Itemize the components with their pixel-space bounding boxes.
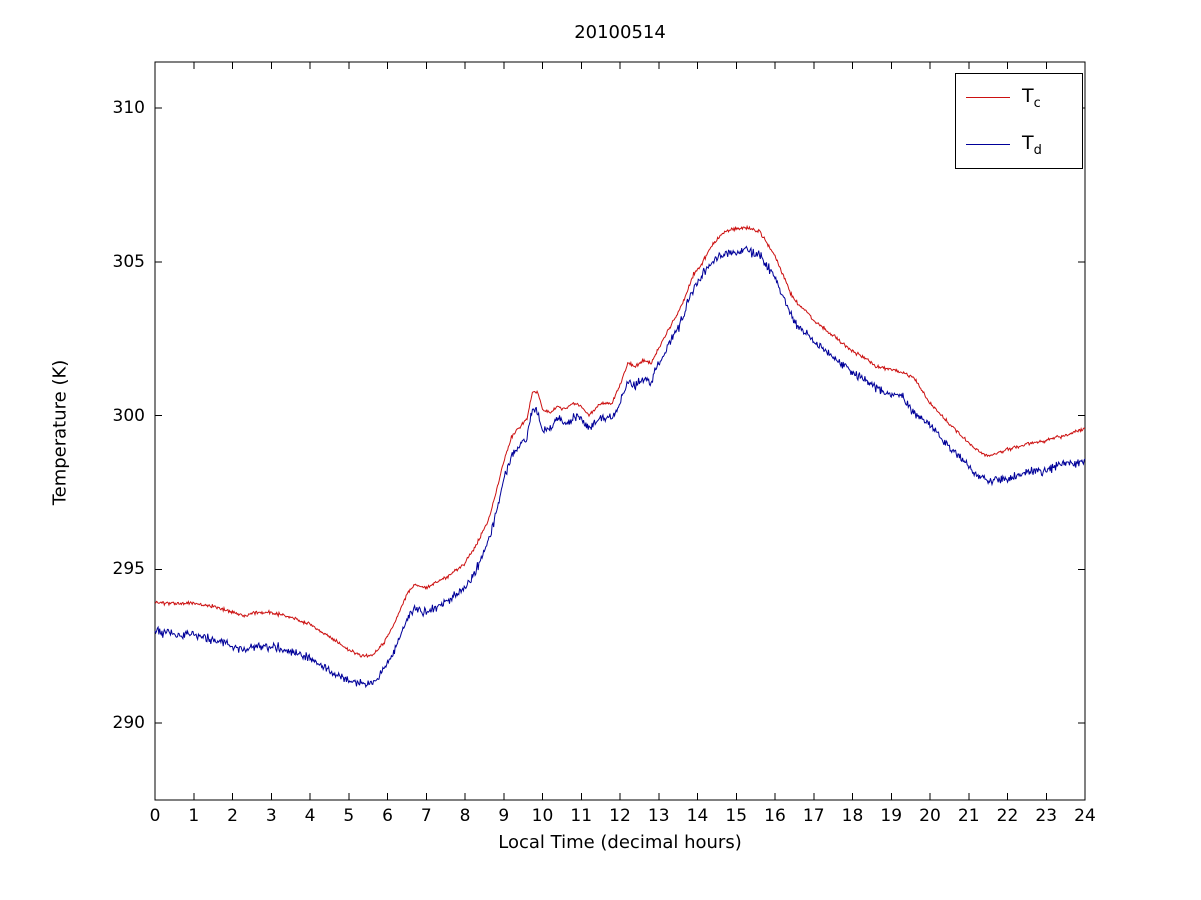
x-tick-label: 23 [1035, 806, 1058, 826]
legend-line-sample-td [966, 144, 1010, 145]
y-tick-label: 290 [112, 713, 145, 734]
x-tick-label: 0 [149, 806, 161, 826]
x-tick-label: 14 [686, 806, 709, 826]
legend-entry-tc: Tc [956, 75, 1082, 121]
y-tick-label: 310 [112, 98, 145, 119]
x-tick-label: 21 [957, 806, 980, 826]
x-tick-label: 11 [570, 806, 593, 826]
x-tick-label: 18 [841, 806, 864, 826]
y-tick-label: 305 [112, 251, 145, 272]
x-axis-label: Local Time (decimal hours) [498, 832, 742, 853]
legend-entry-td: Td [956, 122, 1082, 168]
x-tick-label: 3 [265, 806, 277, 826]
y-axis-label: Temperature (K) [49, 359, 71, 506]
x-tick-label: 8 [459, 806, 471, 826]
x-tick-label: 5 [343, 806, 355, 826]
x-tick-label: 2 [227, 806, 238, 826]
x-tick-label: 22 [996, 806, 1019, 826]
y-tick-label: 295 [112, 559, 145, 580]
x-tick-label: 6 [382, 806, 393, 826]
legend-line-sample-tc [966, 97, 1010, 98]
x-tick-label: 7 [420, 806, 432, 826]
legend-label-tc: Tc [1022, 84, 1041, 111]
legend-label-td: Td [1022, 131, 1042, 158]
x-tick-label: 4 [304, 806, 316, 826]
x-tick-label: 16 [764, 806, 786, 826]
y-tick-label: 300 [112, 405, 145, 426]
chart-title: 20100514 [574, 22, 666, 43]
x-tick-label: 1 [188, 806, 200, 826]
x-tick-label: 19 [880, 806, 903, 826]
x-tick-label: 9 [498, 806, 510, 826]
x-tick-label: 10 [531, 806, 554, 826]
x-tick-label: 20 [919, 806, 941, 826]
x-tick-label: 13 [647, 806, 670, 826]
legend: Tc Td [955, 73, 1083, 169]
x-tick-label: 15 [725, 806, 748, 826]
x-tick-label: 24 [1074, 806, 1096, 826]
x-tick-label: 17 [802, 806, 825, 826]
x-tick-label: 12 [609, 806, 631, 826]
